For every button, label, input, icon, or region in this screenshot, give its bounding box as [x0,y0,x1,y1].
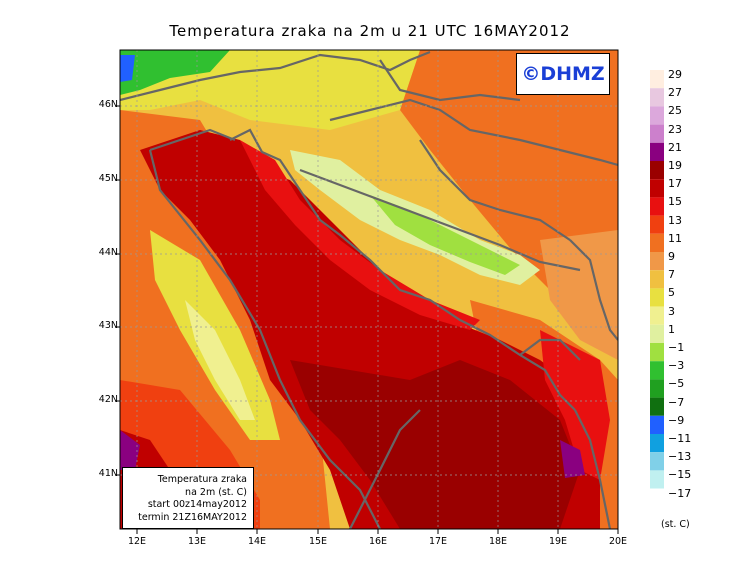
x-tick-label: 17E [428,536,448,547]
legend-swatch [650,142,664,161]
sea-purple-spot [560,440,585,478]
legend-swatch [650,179,664,198]
land-east [540,230,618,360]
legend-swatch [650,379,664,398]
sea-south-east [540,330,610,480]
x-tick-label: 18E [488,536,508,547]
legend-label: 15 [668,195,682,209]
legend-label: 25 [668,104,682,118]
legend-label: 13 [668,213,682,227]
legend-label: 17 [668,177,682,191]
legend-label: 3 [668,304,675,318]
legend-swatch [650,361,664,380]
legend-label: 1 [668,322,675,336]
mountain-dinaric-cold [370,195,520,275]
legend-label: 9 [668,250,675,263]
legend-swatch [650,88,664,107]
coast-band [240,140,480,330]
legend-swatch [650,488,664,507]
grid [120,50,618,529]
legend-swatch [650,324,664,343]
land-italy-mountain [185,300,255,420]
info-line-1: Temperatura zraka [157,474,247,485]
legend-swatch [650,343,664,362]
y-tick-label: 41N [98,468,118,479]
map-frame [119,49,619,530]
alps-cold [120,50,230,95]
legend-swatch [650,415,664,434]
legend-swatch [650,252,664,271]
tick-marks [115,105,619,534]
info-box: Temperatura zraka na 2m (st. C) start 00… [122,467,254,529]
legend-swatch [650,397,664,416]
legend-label: 5 [668,286,675,300]
land-italy-purple [120,430,140,470]
dhmz-logo: ©DHMZ [516,53,610,95]
legend-swatch [650,233,664,252]
legend-label: −11 [668,432,692,445]
legend-swatch [650,215,664,234]
legend-label: −5 [668,377,685,391]
legend-label: −9 [668,413,685,427]
legend-label: −15 [668,468,692,482]
x-tick-label: 16E [368,536,388,547]
x-tick-label: 20E [608,536,628,547]
info-line-4: termin 21Z16MAY2012 [138,511,247,523]
map-title: Temperatura zraka na 2m u 21 UTC 16MAY20… [169,22,571,40]
legend-label: 11 [668,231,682,245]
x-tick-label: 12E [127,536,147,547]
legend-label: 29 [668,68,682,81]
sea-adriatic-deep [290,360,580,529]
legend-colorbar [650,70,664,507]
legend-swatch [650,434,664,453]
legend-swatch [650,270,664,289]
x-tick-label: 19E [548,536,568,547]
x-tick-label: 14E [247,536,267,547]
legend-swatch [650,124,664,143]
legend-swatch [650,197,664,216]
alps-blue [120,55,135,82]
legend-swatch [650,288,664,307]
legend-label: −3 [668,359,685,373]
y-tick-label: 44N [98,247,118,258]
legend-label: −13 [668,450,692,464]
legend-label: 23 [668,122,682,136]
legend-label: 7 [668,268,675,282]
legend-swatch [650,106,664,125]
info-line-2: na 2m (st. C) [185,486,247,498]
y-tick-label: 43N [98,320,118,331]
legend-swatch [650,306,664,325]
legend-label: 21 [668,140,682,154]
legend-swatch [650,70,664,89]
info-line-3: start 00z14may2012 [147,499,247,510]
legend-label: −1 [668,341,685,354]
y-tick-label: 42N [98,394,118,405]
legend-swatch [650,161,664,180]
x-tick-label: 15E [308,536,328,547]
legend-swatch [650,470,664,489]
y-tick-label: 46N [98,99,118,110]
legend-swatch [650,452,664,471]
legend-label: 19 [668,159,682,172]
legend-label: −17 [668,486,692,500]
legend-units: (st. C) [661,519,690,530]
legend-label: −7 [668,395,685,409]
legend-label: 27 [668,86,682,100]
x-tick-label: 13E [187,536,207,547]
y-tick-label: 45N [98,173,118,184]
